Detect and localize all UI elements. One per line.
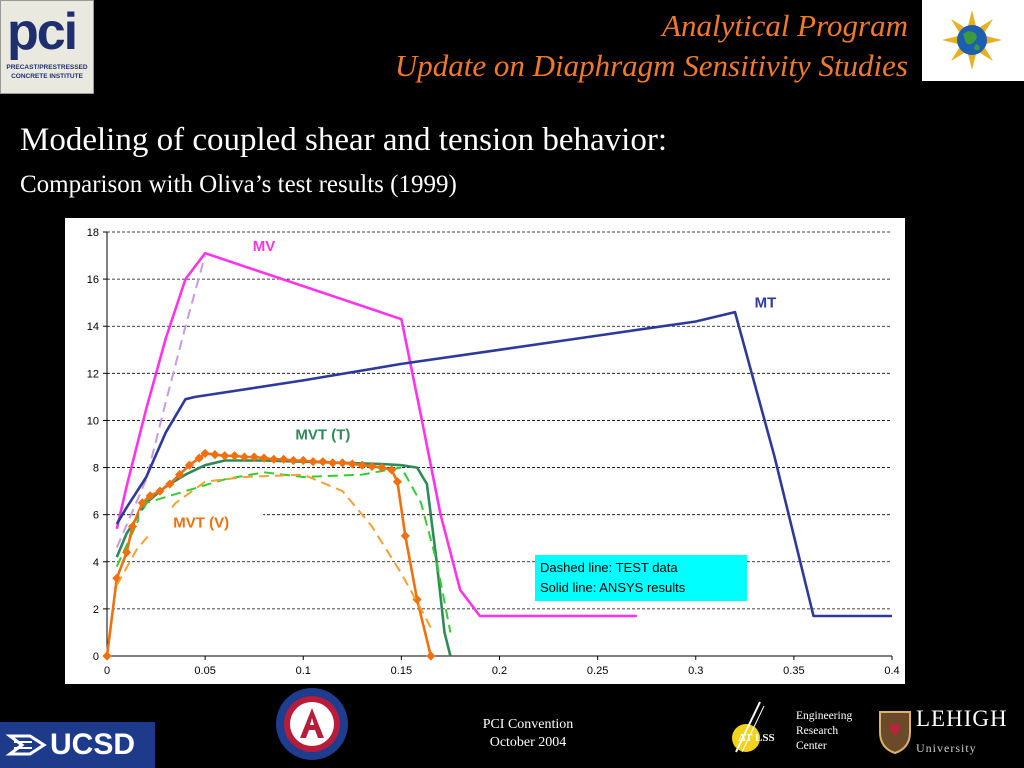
series-point-mvt-v <box>288 455 299 466</box>
line-chart: 0 2 4 6 8 10 12 14 16 18 0 0.05 0.1 0.15 0.2 0.25 0.3 0.3… <box>87 227 900 677</box>
slide-heading: Modeling of coupled shear and tension be… <box>20 122 667 158</box>
x-tick-label: 0.35 <box>783 665 804 677</box>
series-point-mvt-v <box>357 460 367 470</box>
series-line-dashed-1 <box>115 255 207 548</box>
series-point-mvt-v <box>377 462 387 473</box>
nsf-logo <box>922 0 1024 81</box>
series-point-mvt-v <box>337 458 348 468</box>
series-label-mv: MV <box>253 238 276 255</box>
footer-event: PCI Convention October 2004 <box>458 716 598 752</box>
y-tick-label: 12 <box>87 368 99 380</box>
y-tick-label: 4 <box>93 557 99 569</box>
chart-series <box>102 251 892 661</box>
series-line-mt <box>115 310 892 618</box>
y-tick-label: 8 <box>93 463 99 475</box>
series-point-mvt-v <box>184 460 195 470</box>
series-line-dashed-4 <box>115 466 452 633</box>
lehigh-logo <box>876 704 1024 762</box>
y-tick-label: 6 <box>93 510 99 522</box>
arizona-engineering-seal <box>274 686 350 762</box>
series-point-mvt-v <box>165 479 175 489</box>
series-point-mvt-v <box>426 651 436 661</box>
x-tick-label: 0.05 <box>194 665 215 677</box>
y-tick-label: 16 <box>87 274 99 286</box>
ucsd-trident-icon <box>5 734 47 756</box>
nsf-globe-icon <box>942 10 1002 70</box>
footer-event-date: October 2004 <box>489 735 567 750</box>
x-tick-label: 0.25 <box>587 665 608 677</box>
series-line-mvt-v <box>105 452 433 657</box>
series-point-mvt-v <box>229 451 240 461</box>
series-point-mvt-v <box>155 486 165 496</box>
series-point-mvt-v <box>145 491 155 501</box>
y-tick-label: 18 <box>87 227 99 239</box>
series-line-mvt-t <box>115 459 452 657</box>
series-point-mvt-v <box>392 477 403 487</box>
series-point-mvt-v <box>367 461 377 471</box>
legend-note-solid: Solid line: ANSYS results <box>540 580 686 595</box>
erc-line-3: Center <box>796 740 827 752</box>
series-label-backdrop <box>139 510 264 535</box>
pci-logo: pci PRECAST/PRESTRESSED CONCRETE INSTITU… <box>0 0 94 94</box>
pci-logo-text: pci <box>7 3 78 61</box>
series-point-mvt-v <box>220 451 230 461</box>
series-point-mvt-v <box>298 455 308 466</box>
header-title-line-1: Analytical Program <box>662 8 908 43</box>
series-point-mvt-v <box>102 651 112 661</box>
series-point-mvt-v <box>239 452 249 462</box>
x-tick-label: 0.2 <box>492 665 507 677</box>
slide-subheading: Comparison with Oliva’s test results (19… <box>20 171 457 198</box>
atlss-logo-text: AT LSS <box>738 732 775 744</box>
x-tick-label: 0.1 <box>296 665 311 677</box>
chart-area: 0 2 4 6 8 10 12 14 16 18 0 0.05 0.1 0.15 0.2 0.25 0.3 0.3… <box>65 218 905 684</box>
lehigh-logo-subtext: University <box>916 741 977 755</box>
ucsd-logo-text: UCSD <box>50 728 136 761</box>
series-point-mvt-v <box>347 459 357 469</box>
atlss-icon <box>732 701 765 753</box>
erc-line-2: Research <box>796 725 839 737</box>
arizona-seal-icon <box>276 688 348 760</box>
chart-axes: 0 2 4 6 8 10 12 14 16 18 0 0.05 0.1 0.15 0.2 0.25 0.3 0.3… <box>87 227 900 677</box>
series-point-mvt-v <box>112 573 122 583</box>
series-point-mvt-v <box>279 454 289 464</box>
series-line-mv <box>115 251 637 618</box>
header-title: Analytical Program Update on Diaphragm S… <box>208 6 908 86</box>
series-point-mvt-v <box>259 453 269 463</box>
series-point-mvt-v <box>308 457 318 467</box>
y-tick-label: 10 <box>87 415 99 427</box>
series-point-mvt-v <box>137 498 147 508</box>
header-title-line-2: Update on Diaphragm Sensitivity Studies <box>394 48 908 83</box>
y-tick-label: 14 <box>87 321 99 333</box>
series-label-mt: MT <box>755 294 777 311</box>
pci-logo-subtext-2: CONCRETE INSTITUTE <box>11 73 83 80</box>
atlss-logo: AT LSS <box>726 700 790 754</box>
series-label-mvt-t: MVT (T) <box>295 426 350 443</box>
y-tick-label: 2 <box>93 604 99 616</box>
x-tick-label: 0 <box>104 665 110 677</box>
series-point-mvt-v <box>386 465 397 475</box>
chart-series-labels: MV MT MVT (T) MVT (V) <box>139 238 776 535</box>
x-tick-label: 0.4 <box>884 665 899 677</box>
erc-line-1: Engineering <box>796 710 853 722</box>
series-label-mvt-v: MVT (V) <box>173 515 229 532</box>
ucsd-logo: UCSD <box>0 722 155 768</box>
series-point-mvt-v <box>328 458 338 468</box>
legend-note-box <box>535 555 747 601</box>
lehigh-shield-icon <box>879 711 911 754</box>
x-tick-label: 0.3 <box>688 665 703 677</box>
series-point-mvt-v <box>269 454 279 464</box>
series-point-mvt-v <box>318 457 328 467</box>
series-point-mvt-v <box>122 547 132 557</box>
series-point-mvt-v <box>249 452 259 462</box>
lehigh-logo-text: LEHIGH <box>916 706 1008 731</box>
erc-label: Engineering Research Center <box>796 709 852 754</box>
series-point-mvt-v <box>210 450 220 460</box>
x-tick-label: 0.15 <box>391 665 412 677</box>
footer-event-name: PCI Convention <box>482 717 574 732</box>
pci-logo-subtext-1: PRECAST/PRESTRESSED <box>6 64 88 71</box>
series-point-mvt-v <box>400 531 410 541</box>
y-tick-label: 0 <box>93 651 99 663</box>
legend-note-dashed: Dashed line: TEST data <box>540 560 678 575</box>
chart-gridlines <box>107 231 892 610</box>
